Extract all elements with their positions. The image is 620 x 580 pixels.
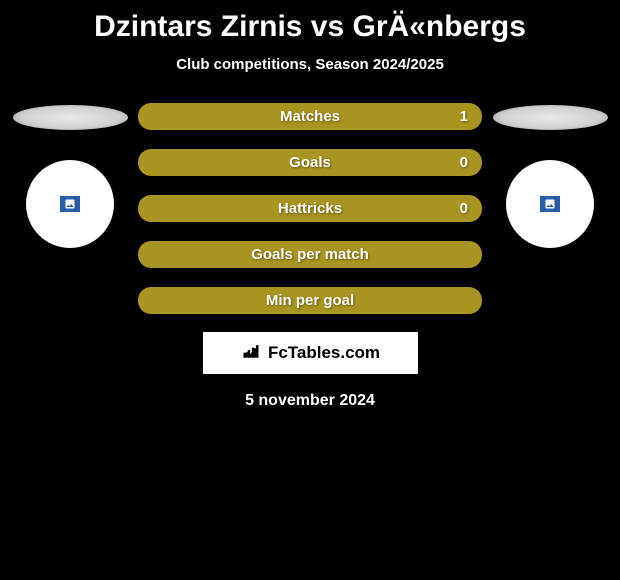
player-placeholder-icon [540, 196, 560, 212]
player-left [5, 103, 135, 248]
stat-value: 0 [460, 200, 468, 217]
stat-label: Matches [280, 108, 340, 125]
subtitle: Club competitions, Season 2024/2025 [176, 56, 444, 73]
stat-value: 1 [460, 108, 468, 125]
stat-bar-goals-per-match: Goals per match [138, 241, 482, 268]
stat-label: Min per goal [266, 292, 354, 309]
main-content: Matches 1 Goals 0 Hattricks 0 Goals per … [0, 103, 620, 314]
stat-label: Goals per match [251, 246, 369, 263]
stats-column: Matches 1 Goals 0 Hattricks 0 Goals per … [135, 103, 485, 314]
player-avatar-right [506, 160, 594, 248]
player-placeholder-icon [60, 196, 80, 212]
shadow-right [493, 105, 608, 130]
stat-label: Goals [289, 154, 331, 171]
date-label: 5 november 2024 [245, 392, 375, 410]
stat-bar-min-per-goal: Min per goal [138, 287, 482, 314]
stat-bar-goals: Goals 0 [138, 149, 482, 176]
page-title: Dzintars Zirnis vs GrÄ«nbergs [94, 10, 526, 44]
brand-chart-icon [240, 341, 262, 366]
stat-label: Hattricks [278, 200, 342, 217]
comparison-card: Dzintars Zirnis vs GrÄ«nbergs Club compe… [0, 0, 620, 420]
stat-value: 0 [460, 154, 468, 171]
brand-box[interactable]: FcTables.com [203, 332, 418, 374]
stat-bar-matches: Matches 1 [138, 103, 482, 130]
stat-bar-hattricks: Hattricks 0 [138, 195, 482, 222]
player-avatar-left [26, 160, 114, 248]
shadow-left [13, 105, 128, 130]
brand-text: FcTables.com [268, 343, 380, 363]
player-right [485, 103, 615, 248]
